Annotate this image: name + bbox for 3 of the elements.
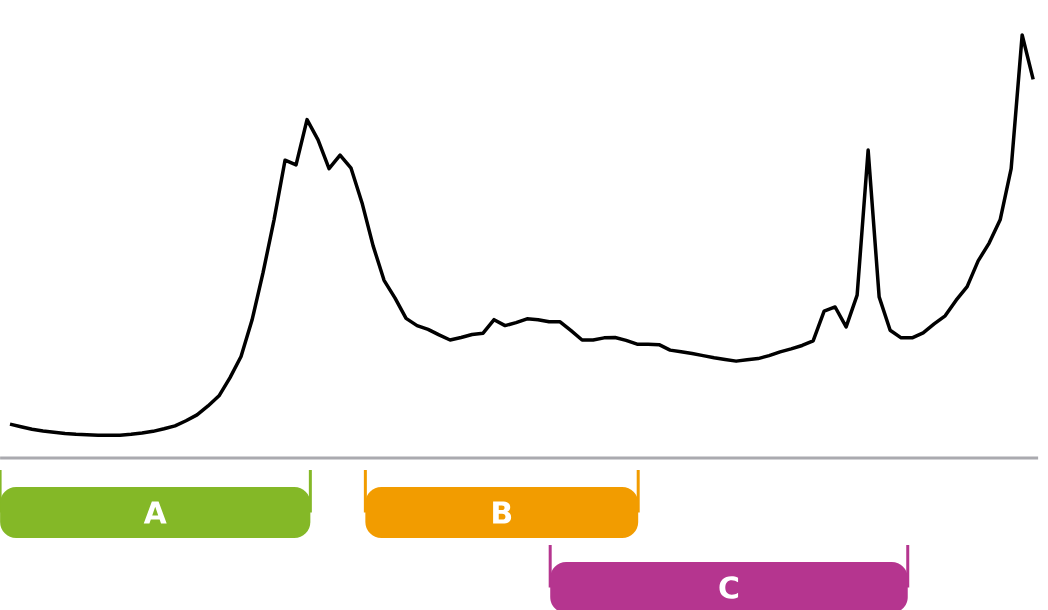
text: B <box>493 501 512 524</box>
text: C <box>719 576 739 599</box>
text: A <box>143 501 167 524</box>
